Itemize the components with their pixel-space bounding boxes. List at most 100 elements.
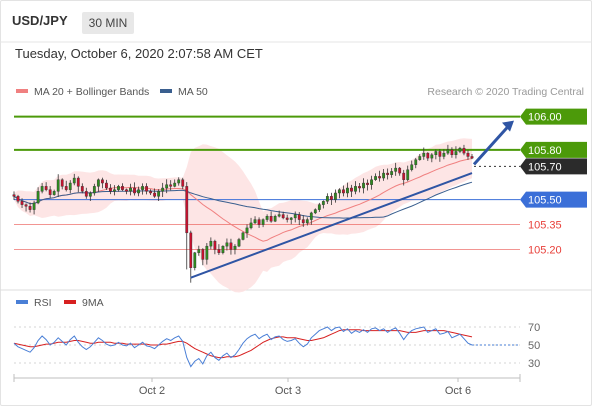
candle-body (450, 149, 454, 156)
rsi-line (13, 326, 473, 368)
timeframe-badge[interactable]: 30 MIN (82, 12, 134, 34)
candle-body (100, 179, 104, 184)
candle-body (293, 214, 297, 219)
candle-body (153, 192, 157, 197)
candle-body (201, 249, 205, 260)
candle-body (329, 196, 333, 200)
target-arrow-shaft (472, 125, 510, 166)
candle-body (177, 179, 181, 184)
candle-body (253, 219, 257, 224)
candle-body (342, 189, 345, 194)
rsi-legend-label: RSI (34, 297, 52, 309)
symbol-title: USD/JPY (12, 13, 68, 28)
candle-body (205, 245, 209, 260)
candle-body (209, 240, 213, 247)
resistance-level-badge (520, 108, 587, 125)
support-trendline (190, 172, 473, 279)
rsi-tick-label: 50 (528, 340, 540, 352)
x-tick-label: Oct 3 (275, 385, 301, 397)
candle-body (16, 196, 20, 202)
candle-body (317, 204, 321, 210)
rsi-tick-label: 30 (528, 358, 540, 370)
level-label: 105.35 (528, 220, 562, 232)
candle-body (446, 149, 450, 154)
level-label: 105.80 (528, 145, 562, 157)
candle-body (406, 169, 410, 180)
level-label: 105.50 (528, 195, 562, 207)
candle-body (434, 151, 438, 156)
x-tick-label: Oct 6 (445, 385, 471, 397)
candle-body (422, 152, 426, 157)
bollinger-band (14, 138, 472, 293)
candle-body (285, 217, 289, 220)
rsi-legend-swatch (16, 300, 28, 304)
candle-body (289, 217, 293, 220)
candle-body (117, 186, 120, 190)
candle-body (309, 212, 313, 220)
candle-body (338, 189, 341, 194)
candle-body (133, 187, 136, 194)
ma50-legend-swatch (160, 89, 172, 93)
candle-body (68, 182, 72, 190)
target-arrow-head (502, 120, 514, 132)
ma9-legend-swatch (64, 300, 76, 304)
candle-body (366, 182, 369, 185)
candle-body (92, 186, 96, 194)
candle-body (458, 147, 462, 152)
candle-body (346, 187, 349, 194)
candle-body (165, 184, 169, 189)
candle-body (257, 219, 261, 225)
candle-body (454, 151, 458, 156)
candle-body (321, 201, 325, 205)
candle-body (60, 179, 64, 187)
candle-body (462, 147, 466, 154)
candle-body (76, 177, 80, 187)
research-credit: Research © 2020 Trading Central (427, 86, 584, 98)
candle-body (237, 239, 241, 247)
candle-body (313, 209, 317, 214)
candle-body (28, 206, 32, 210)
ma20-legend-label: MA 20 + Bollinger Bands (34, 86, 149, 98)
candle-body (325, 196, 329, 202)
chart-datetime: Tuesday, October 6, 2020 2:07:58 AM CET (15, 46, 263, 61)
candle-body (157, 191, 161, 197)
candle-body (241, 232, 245, 240)
candle-body (141, 186, 144, 190)
candle-body (105, 182, 108, 189)
candle-body (394, 167, 398, 172)
x-tick-label: Oct 2 (139, 385, 165, 397)
candle-body (193, 252, 197, 268)
candle-body (265, 216, 269, 220)
candle-body (430, 154, 434, 159)
candle-body (442, 152, 446, 157)
candle-body (32, 202, 36, 210)
candle-body (56, 179, 60, 192)
candle-body (390, 171, 394, 175)
candle-body (185, 186, 189, 234)
candle-body (466, 152, 470, 157)
candle-body (173, 182, 177, 187)
candle-body (213, 240, 217, 250)
candle-body (145, 186, 148, 192)
candle-body (370, 179, 373, 185)
candle-body (64, 186, 68, 190)
candle-body (301, 219, 305, 224)
candle-body (470, 156, 474, 159)
candle-body (233, 245, 237, 250)
candle-body (245, 227, 249, 234)
candle-body (197, 249, 201, 253)
candle-body (378, 176, 381, 179)
candle-body (374, 176, 377, 180)
ma9-line (13, 329, 473, 359)
candle-body (410, 164, 414, 170)
last-level-badge (520, 158, 587, 175)
candle-body (24, 204, 28, 207)
candle-body (350, 187, 353, 192)
rsi-tick-label: 70 (528, 322, 540, 334)
candle-body (109, 187, 112, 192)
candle-body (20, 201, 24, 205)
candle-body (96, 179, 100, 187)
candle-body (80, 186, 84, 192)
